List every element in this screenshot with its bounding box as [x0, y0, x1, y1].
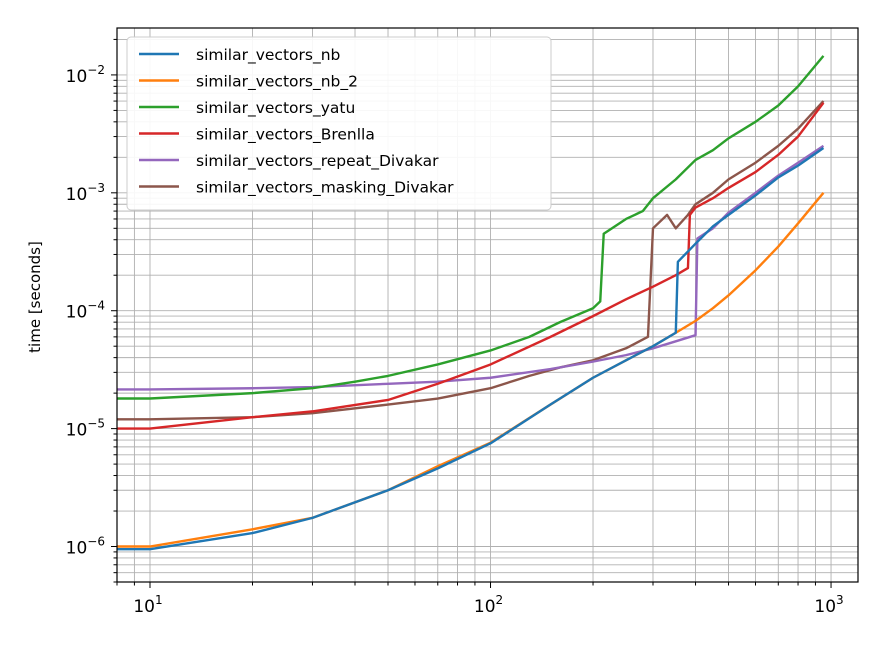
- legend-box: [126, 36, 552, 211]
- legend-label: similar_vectors_nb_2: [196, 73, 358, 92]
- legend-label: similar_vectors_nb: [196, 46, 340, 65]
- x-tick-label: 101: [133, 593, 162, 617]
- series-line: [117, 147, 825, 551]
- x-tick-label: 103: [814, 593, 843, 617]
- legend: similar_vectors_nb similar_vectors_nb_2si…: [126, 36, 552, 211]
- series-line: [117, 55, 825, 400]
- y-axis-label: time [seconds]: [26, 241, 44, 353]
- legend-label: similar_vectors_Brenlla: [196, 126, 375, 145]
- y-tick-label: 10−3: [66, 181, 105, 205]
- series-lines: [117, 55, 825, 551]
- y-tick-label: 10−6: [66, 535, 105, 559]
- x-tick-label: 102: [474, 593, 503, 617]
- series-line: [117, 100, 825, 421]
- y-tick-label: 10−4: [66, 299, 105, 323]
- legend-label: similar_vectors_masking_Divakar: [196, 179, 454, 198]
- ticks: 101 102 103 10−6 10−5 10−4 10−3 10−2: [66, 38, 844, 617]
- plot-frame: [116, 27, 859, 583]
- y-tick-label: 10−5: [66, 417, 105, 441]
- series-line: [117, 102, 825, 430]
- legend-label: similar_vectors_repeat_Divakar: [196, 152, 439, 171]
- y-tick-label: 10−2: [66, 63, 105, 87]
- series-line: [117, 192, 825, 548]
- legend-label: similar_vectors_yatu: [196, 99, 355, 118]
